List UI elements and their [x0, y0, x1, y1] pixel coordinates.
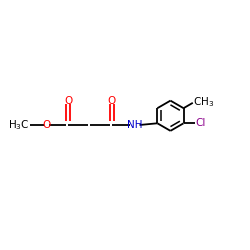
Text: O: O [64, 96, 72, 106]
Text: O: O [108, 96, 116, 106]
Text: NH: NH [127, 120, 142, 130]
Text: CH$_3$: CH$_3$ [193, 96, 214, 109]
Text: H$_3$C: H$_3$C [8, 118, 29, 132]
Text: Cl: Cl [195, 118, 205, 128]
Text: O: O [42, 120, 50, 130]
